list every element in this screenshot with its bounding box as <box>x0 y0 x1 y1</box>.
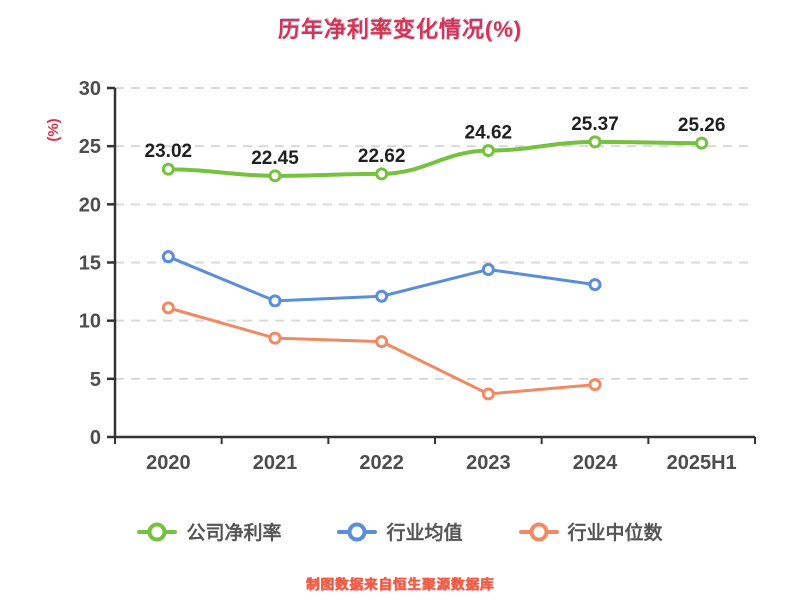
svg-text:20: 20 <box>79 194 101 216</box>
legend-label-industry-mean: 行业均值 <box>386 523 463 544</box>
svg-text:25.26: 25.26 <box>678 115 726 136</box>
svg-text:23.02: 23.02 <box>145 141 193 162</box>
legend-marker-industry-mean-icon <box>337 521 378 543</box>
svg-text:10: 10 <box>79 311 101 333</box>
data-source-note: 制图数据来自恒生聚源数据库 <box>305 577 495 592</box>
svg-text:15: 15 <box>79 253 101 275</box>
legend-dot <box>147 522 167 541</box>
legend-dot <box>529 522 548 541</box>
legend-marker-company-icon <box>137 521 178 543</box>
svg-text:24.62: 24.62 <box>465 123 513 144</box>
svg-text:0: 0 <box>90 427 101 449</box>
svg-text:2021: 2021 <box>253 452 298 474</box>
chart-title: 历年净利率变化情况(%) <box>277 17 523 42</box>
legend-marker-industry-median-icon <box>518 521 559 543</box>
chart-legend: 公司净利率 行业均值 行业中位数 <box>0 518 800 545</box>
svg-text:2022: 2022 <box>359 452 404 474</box>
svg-text:25: 25 <box>79 136 101 158</box>
svg-text:(%): (%) <box>45 118 62 141</box>
svg-text:22.45: 22.45 <box>251 148 299 169</box>
svg-text:22.62: 22.62 <box>358 146 406 167</box>
legend-item-company[interactable]: 公司净利率 <box>137 518 281 545</box>
svg-text:30: 30 <box>79 78 101 100</box>
svg-text:2025H1: 2025H1 <box>667 452 737 474</box>
legend-label-company: 公司净利率 <box>186 523 282 544</box>
legend-item-industry-median[interactable]: 行业中位数 <box>518 518 663 545</box>
svg-text:5: 5 <box>90 369 101 391</box>
legend-dot <box>347 522 367 541</box>
legend-label-industry-median: 行业中位数 <box>567 523 663 544</box>
legend-item-industry-mean[interactable]: 行业均值 <box>337 518 463 545</box>
svg-text:2024: 2024 <box>573 452 618 474</box>
svg-text:2023: 2023 <box>466 452 511 474</box>
svg-text:2020: 2020 <box>146 452 191 474</box>
svg-text:25.37: 25.37 <box>571 114 619 135</box>
